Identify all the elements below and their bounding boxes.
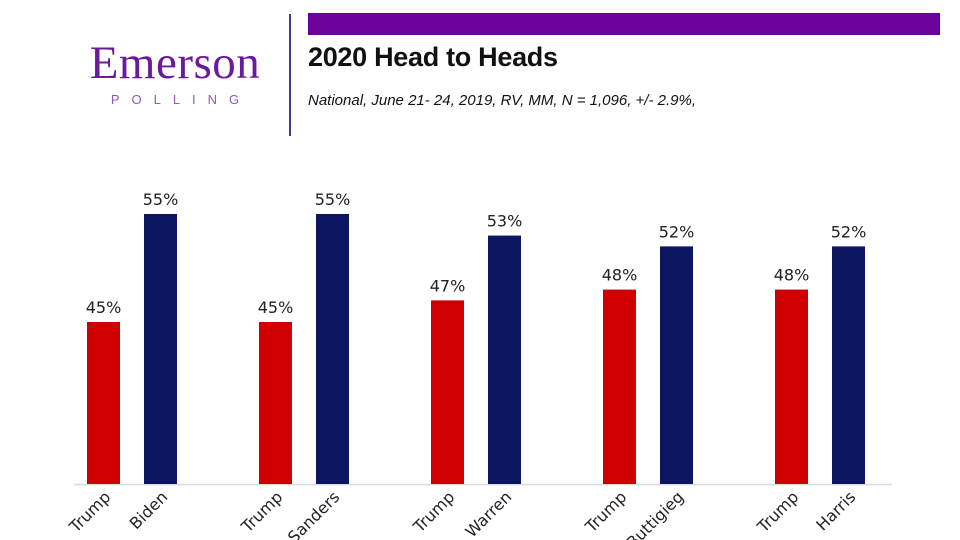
bar-trump-3 [431, 300, 464, 484]
bar-harris-5 [832, 246, 865, 484]
header-divider [289, 14, 291, 136]
accent-bar [308, 13, 940, 35]
emerson-polling-logo: Emerson POLLING [70, 38, 280, 107]
x-tick-label: Trump [409, 487, 458, 536]
data-label: 47% [430, 276, 466, 295]
bar-warren-3 [488, 235, 521, 484]
poll-details: National, June 21- 24, 2019, RV, MM, N =… [308, 92, 696, 109]
data-label: 55% [143, 190, 179, 209]
data-label: 45% [86, 298, 122, 317]
data-label: 48% [774, 266, 810, 285]
x-tick-label: Trump [237, 487, 286, 536]
bar-trump-2 [259, 322, 292, 484]
data-label: 48% [602, 266, 638, 285]
bar-trump-4 [603, 289, 636, 484]
data-label: 52% [831, 222, 867, 241]
x-tick-label: Harris [812, 487, 859, 534]
bar-biden-1 [144, 214, 177, 484]
x-tick-label: Sanders [284, 487, 343, 540]
data-label: 55% [315, 190, 351, 209]
data-label: 52% [659, 222, 695, 241]
x-tick-label: Trump [753, 487, 802, 536]
bar-sanders-2 [316, 214, 349, 484]
data-label: 45% [258, 298, 294, 317]
page-title: 2020 Head to Heads [308, 42, 558, 72]
bar-buttigieg-4 [660, 246, 693, 484]
x-tick-label: Buttigieg [622, 487, 687, 540]
logo-subtitle: POLLING [110, 92, 252, 107]
x-tick-label: Trump [65, 487, 114, 536]
bar-trump-1 [87, 322, 120, 484]
x-tick-label: Trump [581, 487, 630, 536]
logo-wordmark: Emerson [89, 37, 261, 89]
bar-trump-5 [775, 289, 808, 484]
x-tick-label: Biden [126, 487, 172, 533]
x-tick-label: Warren [462, 487, 516, 540]
data-label: 53% [487, 212, 523, 231]
